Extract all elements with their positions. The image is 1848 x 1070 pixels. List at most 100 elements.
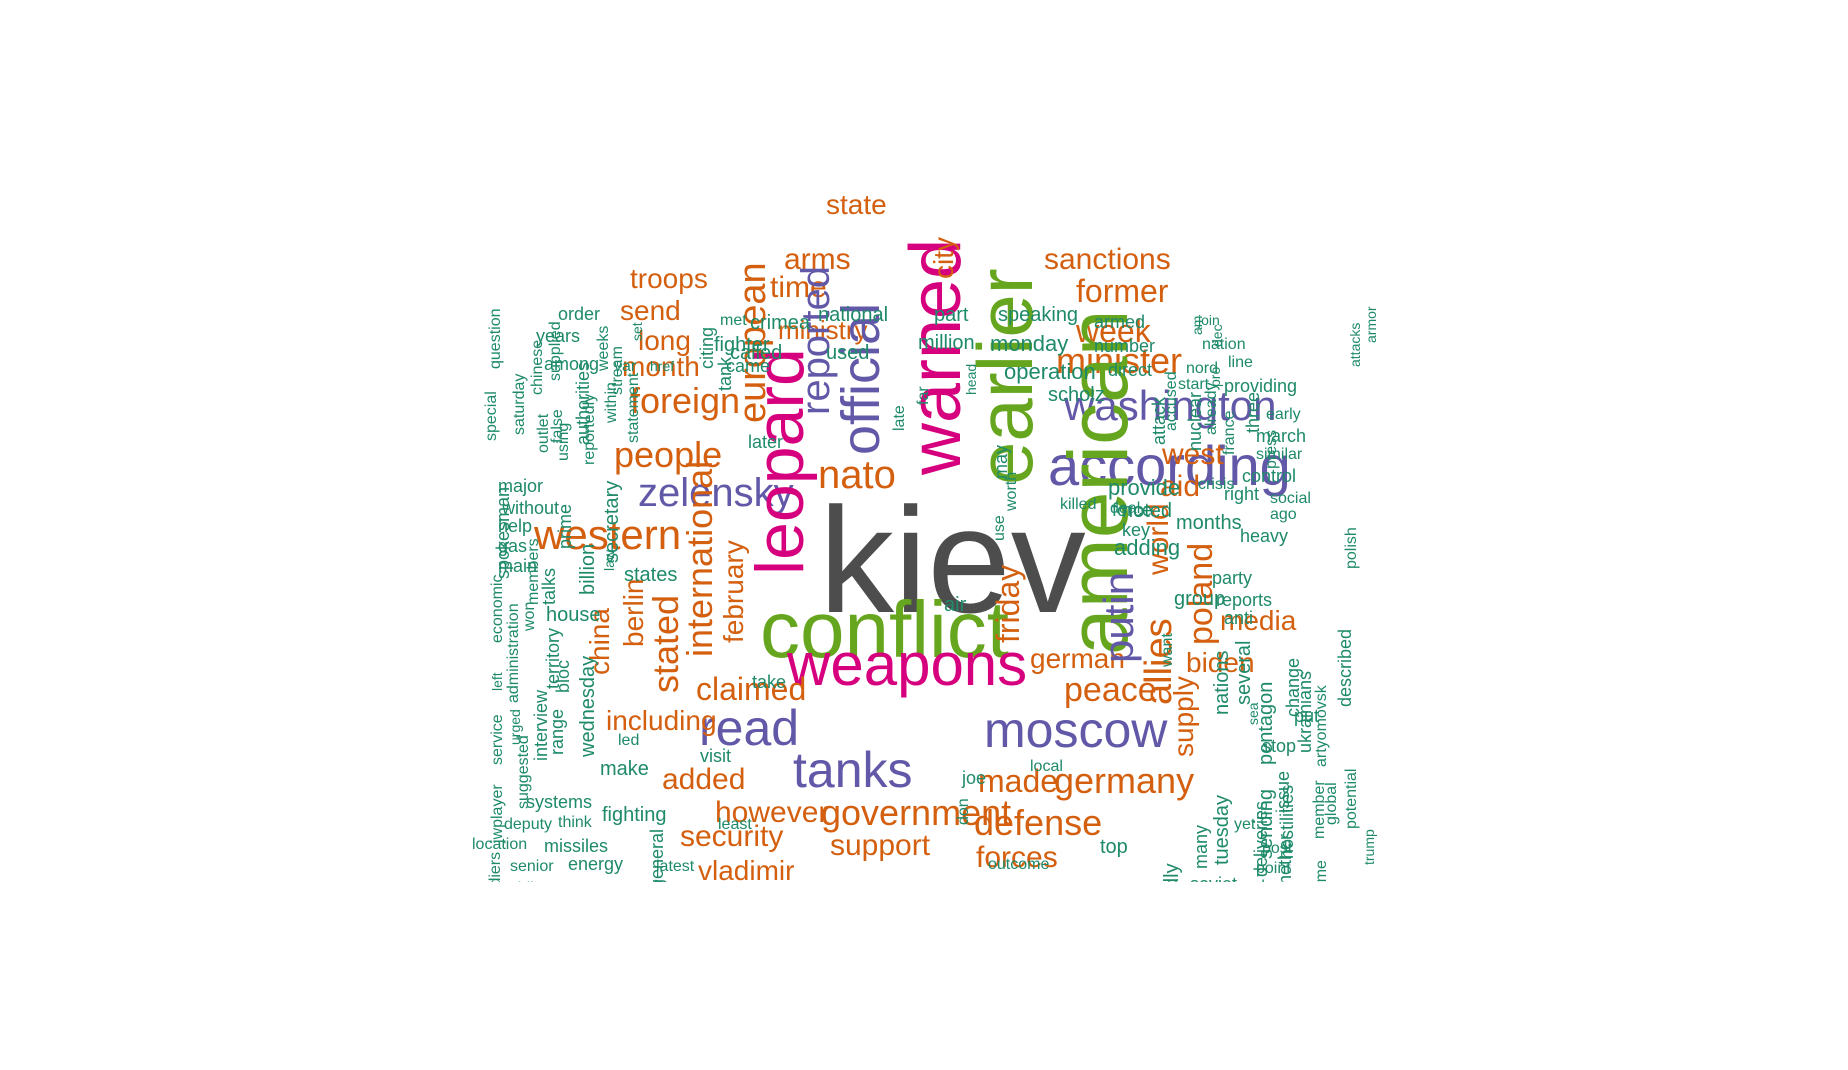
word-missiles: missiles: [544, 836, 609, 856]
word-post: post: [1262, 840, 1293, 857]
word-came: came: [726, 356, 771, 376]
word-want: want: [1159, 633, 1176, 667]
word-time: claimed: [696, 671, 807, 707]
word-think: think: [558, 814, 592, 831]
word-peace: foreign: [630, 380, 741, 421]
word-tank: tank: [715, 356, 735, 391]
word-european: send: [620, 295, 681, 326]
word-reports: reports: [1216, 590, 1273, 610]
word-artyomovsk: artyomovsk: [1313, 685, 1330, 767]
word-deliveries: deliveries: [1251, 800, 1271, 877]
word-wednesday: wednesday: [577, 655, 599, 757]
word-help: help: [498, 516, 533, 536]
word-security: minister: [1056, 340, 1183, 381]
word-stated: berlin: [618, 578, 649, 647]
word-germany: washington: [1064, 382, 1277, 429]
word-foreign: zelensky: [638, 471, 794, 515]
word-using: using: [555, 422, 572, 461]
word-state: aid: [1160, 470, 1201, 503]
word-american: security: [680, 820, 784, 853]
word-yet: yet: [1234, 816, 1256, 833]
word-made: nato: [818, 453, 896, 497]
word-energy: energy: [568, 854, 624, 874]
word-suggested: suggested: [515, 735, 532, 809]
word-accused: accused: [1163, 371, 1180, 431]
word-order: order: [558, 304, 601, 324]
word-statement: statement: [625, 372, 642, 443]
word-won: won: [521, 601, 538, 631]
word-global: global: [1323, 782, 1340, 825]
word-berlin: february: [718, 540, 749, 643]
word-week: week: [1076, 313, 1151, 349]
word-trump: trump: [1361, 829, 1377, 865]
word-nations: nations: [1211, 650, 1233, 716]
word-three: three: [1243, 391, 1263, 433]
word-key: key: [1122, 520, 1151, 540]
word-var: var: [614, 358, 637, 375]
word-deal: deal: [1110, 500, 1141, 517]
word-start: start: [1178, 376, 1210, 393]
word-aid: friday: [990, 564, 1026, 643]
word-potential: potential: [1343, 768, 1360, 830]
word-latest: latest: [656, 858, 695, 875]
word-supplied: supplied: [547, 321, 564, 381]
word-href: href: [650, 358, 675, 374]
word-public: public: [500, 881, 542, 883]
word-nato: according: [1048, 434, 1291, 497]
word-poland: biden: [1186, 647, 1255, 678]
word-fighting: fighting: [602, 804, 667, 826]
word-administration: administration: [505, 603, 522, 703]
word-billion: billion: [577, 543, 599, 595]
word-force: force: [1112, 500, 1153, 520]
word-city: ministry: [778, 315, 868, 345]
word-aircraft: aircraft: [556, 881, 611, 882]
word-crimea: crimea: [750, 312, 811, 334]
word-point: point: [1256, 860, 1291, 877]
word-added: germany: [1054, 760, 1195, 801]
word-issue: issue: [1273, 770, 1293, 813]
word-many: many: [1191, 824, 1211, 869]
word-send: arms: [784, 243, 851, 276]
word-attacks: attacks: [1347, 322, 1363, 367]
word-pro: pro: [1207, 366, 1223, 387]
word-reported: troops: [630, 263, 708, 294]
word-special: special: [483, 391, 500, 441]
word-warned: state: [826, 189, 887, 220]
word-polish: polish: [1343, 527, 1360, 569]
word-dec: dec: [1209, 324, 1225, 347]
word-make: make: [600, 758, 649, 780]
word-sanctions: west: [1162, 438, 1224, 471]
word-anti: anti: [1224, 608, 1254, 628]
word-peatedly: peatedly: [1161, 863, 1183, 882]
word-international: vladimir: [698, 855, 795, 883]
word-including: support: [830, 829, 931, 862]
word-called: called: [730, 342, 783, 364]
word-march: march: [1256, 426, 1307, 446]
word-visit: visit: [700, 746, 731, 766]
word-allies: german: [1030, 643, 1125, 674]
word-question: question: [487, 308, 504, 370]
word-take: take: [752, 672, 787, 692]
word-noted: noted: [1122, 500, 1173, 522]
word-law: law: [601, 549, 617, 571]
word-right: right: [1224, 484, 1260, 504]
word-air: air: [944, 594, 967, 616]
word-location: location: [472, 836, 528, 853]
word-number: number: [1094, 336, 1156, 356]
word-main: main: [498, 556, 538, 576]
word-used: used: [826, 342, 870, 364]
word-days: days: [1256, 879, 1290, 883]
word-nation: nation: [1202, 336, 1246, 353]
word-according: moscow: [984, 702, 1168, 758]
word-conflict: conflict: [760, 585, 1009, 674]
word-reportedly: reportedly: [581, 393, 598, 465]
word-support: government: [821, 792, 1012, 833]
word-talks: talks: [539, 567, 559, 605]
word-several: several: [1233, 640, 1255, 705]
word-ministry: added: [662, 763, 746, 796]
word-cloud: kiev conflict weapons read moscow tanks …: [434, 155, 1434, 883]
word-join: join: [1198, 312, 1220, 328]
word-supply: including: [606, 705, 717, 736]
word-fighter: fighter: [714, 334, 770, 356]
word-jwplayer: jwplayer: [489, 784, 506, 843]
